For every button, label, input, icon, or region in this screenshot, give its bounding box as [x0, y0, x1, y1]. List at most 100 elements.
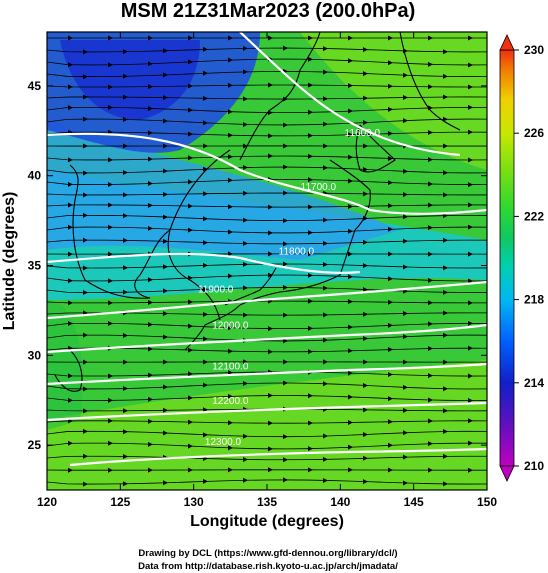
wind-arrowhead — [163, 430, 168, 436]
wind-arrowhead — [68, 321, 73, 327]
wind-arrowhead — [403, 359, 408, 365]
wind-arrowhead — [268, 133, 273, 139]
wind-arrowhead — [228, 229, 233, 235]
wind-arrowhead — [243, 96, 248, 102]
wind-arrowhead — [203, 120, 208, 126]
wind-arrowhead — [228, 467, 233, 473]
wind-streamline — [47, 322, 487, 330]
wind-arrowhead — [308, 393, 313, 399]
wind-arrowhead — [188, 347, 193, 353]
wind-arrowhead — [468, 62, 473, 68]
wind-arrowhead — [388, 60, 393, 66]
contour-label: 11700.0 — [301, 182, 337, 193]
colorbar-tick-label: 210 — [524, 459, 544, 473]
wind-arrowhead — [203, 216, 208, 222]
wind-arrowhead — [203, 286, 208, 292]
wind-arrowhead — [163, 359, 168, 365]
wind-streamline — [47, 239, 487, 245]
wind-arrowhead — [228, 370, 233, 376]
wind-arrowhead — [268, 251, 273, 257]
contour-label: 12000.0 — [212, 320, 249, 331]
wind-arrowhead — [148, 321, 153, 327]
wind-arrowhead — [323, 143, 328, 149]
contour-label: 12300.0 — [205, 437, 242, 448]
x-axis-ticks: 120 125 130 135 140 145 150 — [37, 32, 497, 509]
wind-arrowhead — [468, 418, 473, 424]
wind-arrowhead — [308, 230, 313, 236]
wind-arrowhead — [123, 481, 128, 487]
credit-line-1: Drawing by DCL (https://www.gfd-dennou.o… — [138, 548, 397, 559]
wind-arrowhead — [403, 334, 408, 340]
wind-arrowhead — [388, 35, 393, 41]
wind-streamline — [47, 430, 487, 438]
height-contours — [47, 32, 487, 467]
wind-arrowhead — [268, 272, 273, 278]
wind-arrowhead — [308, 56, 313, 62]
wind-arrowhead — [123, 49, 128, 55]
wind-arrowhead — [163, 288, 168, 294]
wind-arrowhead — [283, 218, 288, 224]
wind-arrowhead — [363, 407, 368, 413]
wind-arrowhead — [188, 227, 193, 233]
wind-arrowhead — [108, 278, 113, 284]
wind-arrowhead — [428, 373, 433, 379]
wind-arrowhead — [148, 106, 153, 112]
map-plot-area: 11600.0 11700.0 11800.0 11900.0 12000.0 12100… — [47, 32, 487, 490]
wind-arrowhead — [203, 70, 208, 76]
wind-arrowhead — [108, 62, 113, 68]
wind-arrowhead — [68, 440, 73, 446]
wind-arrowhead — [348, 132, 353, 138]
wind-arrowhead — [468, 467, 473, 473]
wind-arrowhead — [268, 82, 273, 88]
y-tick-label: 25 — [28, 438, 42, 452]
wind-arrowhead — [123, 73, 128, 79]
wind-arrowhead — [188, 83, 193, 89]
wind-arrowhead — [243, 217, 248, 223]
wind-arrowhead — [108, 300, 113, 306]
wind-arrowhead — [308, 177, 313, 183]
wind-arrowhead — [428, 84, 433, 90]
wind-arrowhead — [148, 84, 153, 90]
wind-arrowhead — [403, 238, 408, 244]
wind-arrowhead — [163, 334, 168, 340]
wind-arrowhead — [123, 170, 128, 176]
wind-streamline — [47, 166, 487, 174]
wind-arrowhead — [148, 225, 153, 231]
wind-arrowhead — [308, 82, 313, 88]
wind-arrowhead — [468, 35, 473, 41]
wind-arrowhead — [403, 191, 408, 197]
wind-arrowhead — [148, 180, 153, 186]
wind-arrowhead — [403, 430, 408, 436]
wind-arrowhead — [228, 393, 233, 399]
wind-arrowhead — [188, 323, 193, 329]
wind-arrowhead — [363, 263, 368, 269]
wind-arrowhead — [203, 262, 208, 268]
wind-arrowhead — [148, 346, 153, 352]
wind-arrowhead — [363, 143, 368, 149]
wind-arrowhead — [268, 204, 273, 210]
wind-arrowhead — [123, 143, 128, 149]
wind-arrowhead — [68, 181, 73, 187]
wind-streamline — [47, 204, 487, 208]
wind-arrowhead — [163, 311, 168, 317]
wind-arrowhead — [283, 261, 288, 267]
wind-arrowhead — [388, 347, 393, 353]
wind-arrowhead — [443, 265, 448, 271]
wind-arrowhead — [83, 386, 88, 392]
wind-arrowhead — [163, 214, 168, 220]
wind-arrowhead — [188, 443, 193, 449]
wind-arrowhead — [428, 321, 433, 327]
wind-arrowhead — [308, 298, 313, 304]
wind-arrowhead — [388, 372, 393, 378]
wind-arrowhead — [363, 479, 368, 485]
wind-arrowhead — [243, 69, 248, 75]
wind-arrowhead — [68, 35, 73, 41]
wind-streamline — [47, 226, 487, 234]
wind-arrowhead — [163, 264, 168, 270]
wind-streamline — [47, 155, 487, 161]
wind-arrowhead — [428, 441, 433, 447]
y-tick-label: 35 — [28, 258, 42, 272]
wind-arrowhead — [203, 191, 208, 197]
wind-arrowhead — [243, 312, 248, 318]
wind-arrowhead — [108, 397, 113, 403]
